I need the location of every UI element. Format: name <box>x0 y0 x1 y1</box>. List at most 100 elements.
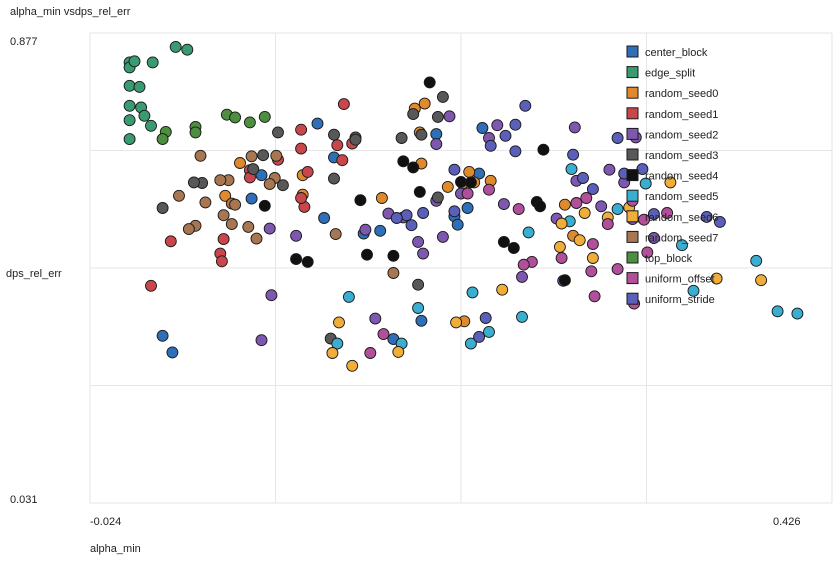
data-point-random_seed5 <box>331 337 344 350</box>
data-point-random_seed2 <box>417 247 430 260</box>
legend-item-edge_split: edge_split <box>626 66 695 80</box>
data-point-uniform_offset <box>611 263 624 276</box>
data-point-random_seed2 <box>603 163 616 176</box>
data-point-center_block <box>311 117 324 130</box>
data-point-uniform_stride <box>713 215 726 228</box>
data-point-random_seed2 <box>265 289 278 302</box>
data-point-uniform_offset <box>555 252 568 264</box>
data-point-random_seed6 <box>573 234 586 247</box>
data-point-random_seed1 <box>217 233 230 246</box>
legend-item-random_seed0: random_seed0 <box>626 86 718 100</box>
data-point-random_seed6 <box>346 359 359 372</box>
data-point-random_seed1 <box>295 123 308 136</box>
data-point-random_seed5 <box>464 337 477 350</box>
data-point-random_seed4 <box>413 185 426 198</box>
data-point-random_seed2 <box>647 232 660 244</box>
data-point-random_seed4 <box>354 194 367 207</box>
data-point-random_seed6 <box>450 316 463 329</box>
data-point-random_seed5 <box>791 307 804 320</box>
data-point-uniform_offset <box>580 192 593 204</box>
x-tick-min: -0.024 <box>90 516 122 528</box>
legend-label: random_seed5 <box>645 191 718 203</box>
data-point-random_seed0 <box>441 180 454 193</box>
data-point-center_block <box>461 202 474 214</box>
data-point-random_seed5 <box>412 302 425 314</box>
data-point-random_seed3 <box>272 126 284 139</box>
data-point-random_seed7 <box>229 198 242 211</box>
data-point-random_seed0 <box>418 97 431 110</box>
data-point-uniform_offset <box>585 265 598 278</box>
legend-swatch <box>626 148 639 161</box>
legend-item-uniform_stride: uniform_stride <box>626 292 715 306</box>
data-point-random_seed7 <box>214 174 227 187</box>
data-point-random_seed3 <box>247 163 260 176</box>
data-point-random_seed1 <box>295 142 308 155</box>
data-point-uniform_stride <box>448 163 461 176</box>
legend-swatch <box>626 45 639 58</box>
data-point-random_seed7 <box>245 150 258 163</box>
data-point-edge_split <box>133 80 146 93</box>
data-point-random_seed0 <box>234 157 246 169</box>
legend-label: random_seed7 <box>645 232 718 244</box>
y-tick-max: 0.877 <box>10 36 38 48</box>
data-point-random_seed4 <box>507 242 520 254</box>
data-point-random_seed2 <box>290 229 303 242</box>
legend-item-random_seed1: random_seed1 <box>626 107 718 121</box>
data-point-random_seed1 <box>164 235 177 248</box>
data-point-random_seed4 <box>537 143 550 156</box>
legend-swatch <box>626 272 639 285</box>
data-point-random_seed6 <box>555 217 568 230</box>
data-point-top_block <box>258 110 271 123</box>
data-point-uniform_stride <box>499 129 512 142</box>
legend-label: uniform_stride <box>645 294 715 306</box>
data-point-random_seed3 <box>395 132 408 144</box>
data-point-random_seed0 <box>375 192 388 204</box>
legend-item-uniform_offset: uniform_offset <box>626 272 715 286</box>
data-point-uniform_offset <box>641 246 654 259</box>
data-point-center_block <box>451 218 464 231</box>
data-point-random_seed4 <box>423 76 436 89</box>
data-point-random_seed1 <box>337 98 350 111</box>
data-point-random_seed2 <box>263 222 276 235</box>
data-point-random_seed7 <box>329 228 342 241</box>
data-point-uniform_offset <box>588 290 601 303</box>
legend-label: top_block <box>645 253 693 265</box>
data-point-random_seed4 <box>455 175 467 188</box>
legend-swatch <box>626 127 639 140</box>
data-point-edge_split <box>123 79 136 92</box>
data-point-uniform_stride <box>586 183 599 196</box>
legend-swatch <box>626 86 639 99</box>
data-point-random_seed3 <box>328 172 340 185</box>
data-point-random_seed7 <box>387 267 400 279</box>
data-point-random_seed1 <box>295 192 308 204</box>
legend-label: random_seed3 <box>645 150 718 162</box>
legend-label: random_seed0 <box>645 88 718 100</box>
data-point-uniform_stride <box>390 212 403 224</box>
legend-label: random_seed6 <box>645 212 718 224</box>
data-point-uniform_stride <box>519 99 532 112</box>
data-point-random_seed7 <box>263 178 276 191</box>
data-point-uniform_offset <box>586 238 599 251</box>
data-point-uniform_stride <box>577 172 589 184</box>
data-point-uniform_stride <box>484 139 497 152</box>
legend-swatch <box>626 292 639 305</box>
data-point-random_seed5 <box>687 284 700 297</box>
data-point-random_seed6 <box>664 176 677 189</box>
data-point-random_seed4 <box>361 248 373 261</box>
legend-label: center_block <box>645 47 708 59</box>
data-point-random_seed6 <box>496 283 509 296</box>
legend-swatch <box>626 189 639 202</box>
data-point-top_block <box>243 116 256 129</box>
legend-item-random_seed6: random_seed6 <box>626 210 718 224</box>
data-point-random_seed7 <box>270 149 283 162</box>
legend-label: random_seed2 <box>645 129 718 141</box>
data-point-random_seed2 <box>369 312 382 325</box>
data-point-random_seed2 <box>497 198 510 211</box>
legend-label: edge_split <box>645 68 695 80</box>
data-point-random_seed4 <box>558 274 571 287</box>
data-point-random_seed1 <box>145 279 157 292</box>
data-point-random_seed5 <box>771 305 784 318</box>
data-point-uniform_stride <box>509 145 522 158</box>
data-point-top_block <box>229 111 242 124</box>
data-point-top_block <box>189 126 202 139</box>
